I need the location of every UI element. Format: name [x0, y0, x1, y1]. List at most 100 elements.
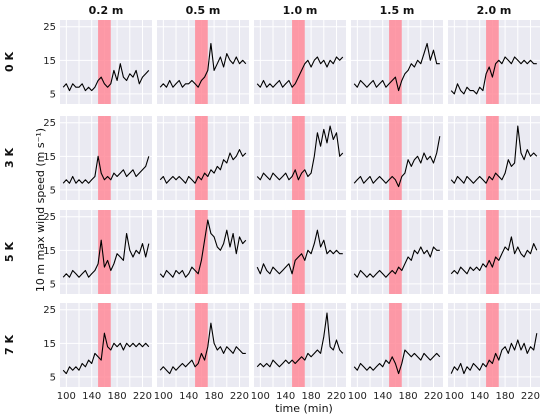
wind-speed-line — [353, 42, 440, 92]
highlight-band — [389, 303, 402, 387]
panel-5K-1.0m — [254, 210, 346, 294]
x-tick-label: 140 — [276, 391, 295, 402]
x-tick-label: 100 — [251, 391, 270, 402]
y-tick-label: 25 — [43, 118, 56, 129]
highlight-band — [195, 210, 208, 294]
x-tick-label: 220 — [327, 391, 346, 402]
highlight-band — [98, 116, 111, 200]
highlight-band — [389, 116, 402, 200]
wind-speed-line — [159, 322, 246, 375]
highlight-band — [486, 20, 499, 104]
wind-speed-line — [62, 63, 150, 92]
panel-0K-0.5m — [157, 20, 249, 104]
highlight-band — [98, 20, 111, 104]
column-title: 1.0 m — [283, 4, 318, 17]
wind-speed-line — [256, 312, 344, 368]
row-title: 7 K — [3, 335, 16, 355]
panel-5K-2.0m — [448, 210, 540, 294]
y-tick-label: 15 — [43, 152, 56, 163]
y-tick-label: 15 — [43, 56, 56, 67]
panel-0K-1.5m — [351, 20, 443, 104]
y-axis-label: 10 m max wind speed (m s⁻¹) — [34, 128, 47, 292]
wind-speed-line — [256, 56, 344, 88]
highlight-band — [195, 303, 208, 387]
y-tick-label: 15 — [43, 339, 56, 350]
panel-7K-2.0m: 100 140 180 220 — [445, 303, 540, 402]
x-tick-label: 180 — [496, 391, 515, 402]
highlight-band — [98, 210, 111, 294]
highlight-band — [389, 20, 402, 104]
panel-3K-2.0m — [448, 116, 540, 200]
highlight-band — [195, 20, 208, 104]
x-tick-label: 220 — [521, 391, 540, 402]
y-tick-label: 5 — [50, 279, 56, 290]
y-tick-label: 5 — [50, 372, 56, 383]
panel-3K-0.2m: 5 15 25 — [43, 116, 152, 200]
row-title: 3 K — [3, 148, 16, 168]
wind-speed-line — [256, 125, 344, 181]
x-tick-label: 220 — [230, 391, 249, 402]
column-title: 0.2 m — [89, 4, 124, 17]
y-tick-label: 5 — [50, 89, 56, 100]
highlight-band — [98, 303, 111, 387]
highlight-band — [292, 210, 305, 294]
panel-3K-1.5m — [351, 116, 443, 200]
panel-5K-1.5m — [351, 210, 443, 294]
panel-3K-0.5m — [157, 116, 249, 200]
wind-speed-line — [62, 232, 150, 278]
panel-7K-0.2m: 5 15 25 100 140 180 220 — [43, 303, 152, 402]
panel-grid: 0.2 m 0.5 m 1.0 m 1.5 m 2.0 m 0 K 3 K 5 K 7 K 5 15… — [3, 4, 540, 402]
wind-speed-line — [159, 42, 247, 88]
highlight-band — [486, 303, 499, 387]
wind-speed-line — [353, 246, 440, 278]
x-tick-label: 180 — [302, 391, 321, 402]
x-axis-label: time (min) — [275, 402, 333, 415]
panel-3K-1.0m — [254, 116, 346, 200]
panel-0K-2.0m — [448, 20, 540, 104]
column-title: 1.5 m — [380, 4, 415, 17]
y-tick-label: 15 — [43, 246, 56, 257]
panel-0K-1.0m — [254, 20, 346, 104]
row-title: 0 K — [3, 52, 16, 72]
x-tick-label: 100 — [57, 391, 76, 402]
y-tick-label: 25 — [43, 22, 56, 33]
highlight-band — [292, 303, 305, 387]
wind-speed-line — [353, 349, 441, 375]
panel-7K-1.0m: 100 140 180 220 — [251, 303, 346, 402]
panel-0K-0.2m: 5 15 25 — [43, 20, 152, 104]
x-tick-label: 180 — [399, 391, 418, 402]
wind-speed-line — [159, 149, 247, 184]
x-tick-label: 100 — [348, 391, 367, 402]
wind-speed-line — [159, 219, 247, 278]
highlight-band — [292, 20, 305, 104]
x-tick-label: 180 — [205, 391, 224, 402]
y-tick-label: 25 — [43, 212, 56, 223]
highlight-band — [195, 116, 208, 200]
y-tick-label: 5 — [50, 185, 56, 196]
wind-speed-line — [450, 125, 538, 184]
wind-speed-line — [62, 332, 150, 375]
highlight-band — [292, 116, 305, 200]
x-tick-label: 220 — [424, 391, 443, 402]
x-tick-label: 140 — [82, 391, 101, 402]
highlight-band — [486, 210, 499, 294]
x-tick-label: 100 — [445, 391, 464, 402]
x-tick-label: 220 — [133, 391, 152, 402]
panel-5K-0.2m: 5 15 25 — [43, 210, 152, 294]
wind-speed-line — [62, 155, 150, 184]
panel-7K-0.5m: 100 140 180 220 — [154, 303, 249, 402]
highlight-band — [486, 116, 499, 200]
column-title: 2.0 m — [477, 4, 512, 17]
panel-7K-1.5m: 100 140 180 220 — [348, 303, 443, 402]
wind-speed-line — [450, 236, 538, 275]
x-tick-label: 140 — [373, 391, 392, 402]
panel-5K-0.5m — [157, 210, 249, 294]
wind-speed-line — [450, 56, 537, 95]
wind-speed-line — [450, 333, 538, 375]
column-title: 0.5 m — [186, 4, 221, 17]
x-tick-label: 180 — [108, 391, 127, 402]
y-tick-label: 25 — [43, 305, 56, 316]
highlight-band — [389, 210, 402, 294]
wind-speed-line — [256, 229, 343, 275]
